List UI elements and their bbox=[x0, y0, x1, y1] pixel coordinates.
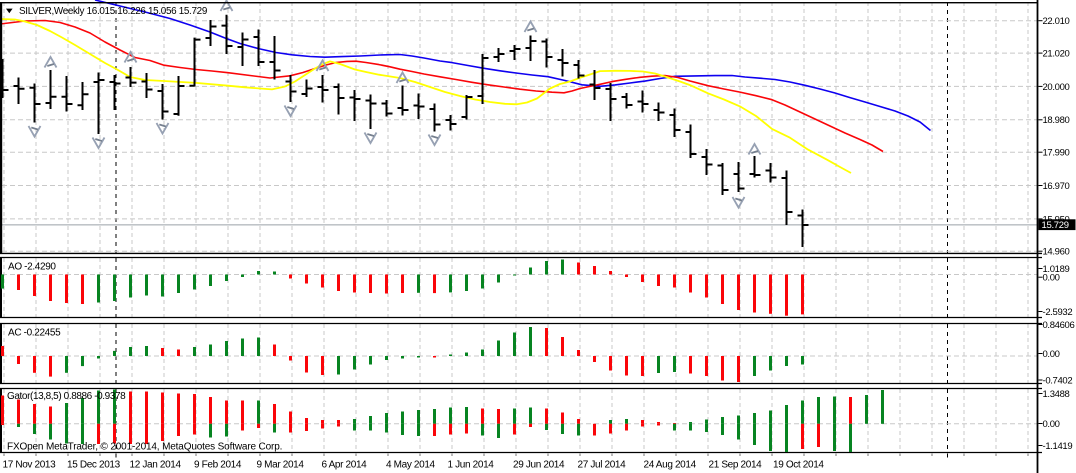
svg-text:1 Jun 2014: 1 Jun 2014 bbox=[448, 460, 495, 471]
svg-text:0.00: 0.00 bbox=[1043, 419, 1060, 430]
svg-text:17.990: 17.990 bbox=[1043, 148, 1070, 159]
svg-text:0.84606: 0.84606 bbox=[1043, 320, 1075, 331]
svg-text:AC -0.22455: AC -0.22455 bbox=[8, 328, 61, 339]
svg-text:22.010: 22.010 bbox=[1043, 16, 1070, 27]
svg-text:24 Aug 2014: 24 Aug 2014 bbox=[644, 460, 697, 471]
svg-text:4 May 2014: 4 May 2014 bbox=[386, 460, 436, 471]
svg-text:-1.1419: -1.1419 bbox=[1043, 441, 1073, 452]
svg-text:-2.5932: -2.5932 bbox=[1043, 307, 1073, 318]
svg-text:18.980: 18.980 bbox=[1043, 115, 1070, 126]
svg-text:9 Feb 2014: 9 Feb 2014 bbox=[194, 460, 242, 471]
svg-text:17 Nov 2013: 17 Nov 2013 bbox=[3, 460, 57, 471]
svg-text:Gator(13,8,5) 0.8886 -0.9378: Gator(13,8,5) 0.8886 -0.9378 bbox=[7, 391, 126, 402]
svg-text:15 Dec 2013: 15 Dec 2013 bbox=[67, 460, 121, 471]
svg-text:AO -2.4290: AO -2.4290 bbox=[8, 261, 56, 272]
svg-text:29 Jun 2014: 29 Jun 2014 bbox=[513, 460, 565, 471]
svg-text:12 Jan 2014: 12 Jan 2014 bbox=[130, 460, 182, 471]
svg-text:27 Jul 2014: 27 Jul 2014 bbox=[578, 460, 627, 471]
svg-text:15.729: 15.729 bbox=[1042, 220, 1069, 231]
svg-text:16.970: 16.970 bbox=[1043, 181, 1070, 192]
svg-text:20.000: 20.000 bbox=[1043, 82, 1070, 93]
svg-text:21 Sep 2014: 21 Sep 2014 bbox=[709, 460, 763, 471]
svg-text:6 Apr 2014: 6 Apr 2014 bbox=[322, 460, 368, 471]
svg-text:-0.7402: -0.7402 bbox=[1043, 375, 1073, 386]
svg-text:21.020: 21.020 bbox=[1043, 49, 1070, 60]
svg-text:19 Oct 2014: 19 Oct 2014 bbox=[773, 460, 824, 471]
svg-text:1.0189: 1.0189 bbox=[1043, 264, 1070, 275]
svg-text:0.00: 0.00 bbox=[1043, 273, 1060, 284]
svg-text:SILVER,Weekly 16.015 16.226 1: SILVER,Weekly 16.015 16.226 15.056 15.72… bbox=[19, 6, 208, 17]
svg-text:0.00: 0.00 bbox=[1043, 349, 1060, 360]
svg-text:FXOpen MetaTrader, © 2001-2014: FXOpen MetaTrader, © 2001-2014, MetaQuot… bbox=[7, 442, 282, 453]
svg-text:9 Mar 2014: 9 Mar 2014 bbox=[257, 460, 305, 471]
svg-text:14.960: 14.960 bbox=[1043, 247, 1070, 258]
svg-text:1.3488: 1.3488 bbox=[1043, 389, 1070, 400]
